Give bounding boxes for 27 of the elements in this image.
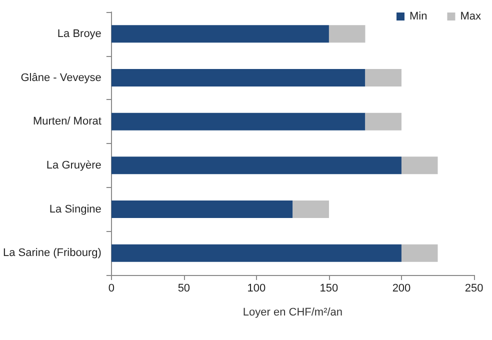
x-tick-label: 100	[247, 282, 266, 294]
legend-label: Max	[460, 10, 482, 22]
bar	[111, 156, 402, 174]
legend-label: Min	[409, 10, 428, 22]
bar	[111, 68, 366, 87]
y-tick-label: La Broye	[57, 28, 102, 40]
bar	[401, 156, 438, 174]
bar	[111, 112, 366, 130]
x-axis-title: Loyer en CHF/m²/an	[242, 306, 343, 318]
y-tick-label: La Gruyère	[46, 159, 102, 172]
bar	[111, 25, 329, 43]
bar	[401, 244, 438, 262]
x-tick-label: 200	[392, 282, 411, 294]
bar	[292, 200, 329, 218]
y-tick-label: Murten/ Morat	[32, 116, 102, 128]
y-tick-label: Glâne - Veveyse	[20, 72, 102, 84]
bar	[111, 244, 402, 262]
x-tick-label: 150	[320, 282, 338, 294]
x-tick-label: 0	[108, 282, 114, 294]
bar	[328, 25, 366, 43]
x-tick-label: 250	[464, 282, 484, 294]
bar	[365, 112, 402, 130]
bar	[111, 200, 293, 218]
x-tick-label: 50	[178, 282, 190, 294]
y-tick-label: La Singine	[49, 203, 102, 216]
y-tick-label: La Sarine (Fribourg)	[2, 247, 102, 260]
bar	[365, 68, 402, 87]
